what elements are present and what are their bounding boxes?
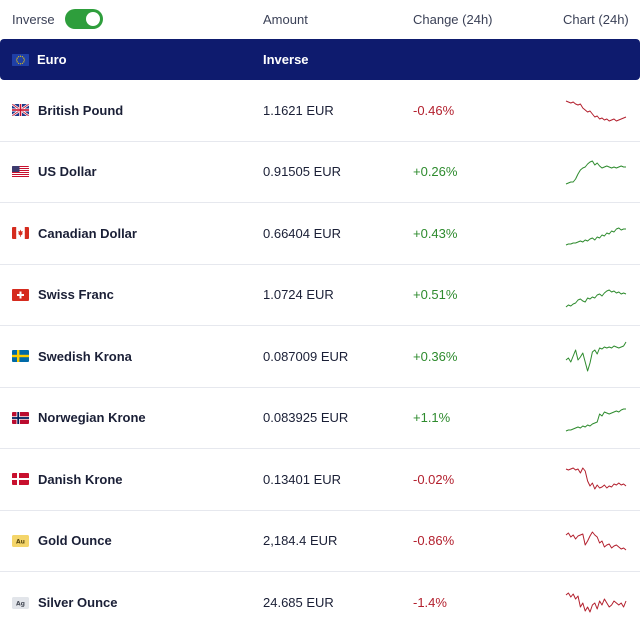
sparkline-chart — [565, 400, 627, 436]
base-mode-label: Inverse — [263, 52, 309, 67]
currency-name-cell: British Pound — [12, 103, 123, 118]
amount-value: 0.13401 EUR — [263, 471, 342, 487]
currency-row[interactable]: US Dollar 0.91505 EUR +0.26% — [0, 142, 640, 203]
sparkline — [565, 160, 626, 185]
us-flag-icon — [12, 165, 29, 178]
amount-value: 0.087009 EUR — [263, 348, 349, 364]
currency-row[interactable]: Swedish Krona 0.087009 EUR +0.36% — [0, 326, 640, 388]
sparkline — [565, 341, 627, 372]
ca-flag-icon — [12, 227, 29, 240]
sparkline-chart — [565, 277, 627, 313]
change-value: +0.26% — [413, 164, 458, 180]
sparkline — [565, 289, 627, 308]
sparkline — [565, 227, 626, 246]
chart-column-header: Chart (24h) — [563, 11, 629, 27]
currency-name: Gold Ounce — [38, 533, 112, 549]
currency-row[interactable]: Canadian Dollar 0.66404 EUR +0.43% — [0, 203, 640, 265]
ag-badge-icon: Ag — [12, 596, 29, 609]
currency-name-cell: Canadian Dollar — [12, 226, 137, 241]
sparkline — [565, 467, 627, 490]
sparkline-chart — [565, 215, 627, 251]
sparkline-chart — [565, 523, 627, 559]
sparkline-chart — [565, 92, 627, 128]
amount-value: 0.91505 EUR — [263, 164, 342, 180]
amount-value: 24.685 EUR — [263, 595, 334, 611]
currency-name: Canadian Dollar — [38, 225, 137, 241]
sparkline — [565, 100, 627, 122]
change-value: -0.86% — [413, 533, 455, 549]
change-value: -0.02% — [413, 471, 455, 487]
amount-value: 0.66404 EUR — [263, 225, 342, 241]
change-value: +0.43% — [413, 225, 458, 241]
uk-flag-icon — [12, 104, 29, 117]
amount-value: 2,184.4 EUR — [263, 533, 338, 549]
inverse-label: Inverse — [12, 11, 55, 27]
change-value: -1.4% — [413, 595, 447, 611]
inverse-toggle[interactable] — [64, 9, 103, 29]
currency-row[interactable]: British Pound 1.1621 EUR -0.46% — [0, 80, 640, 142]
inverse-control: Inverse — [12, 9, 103, 29]
svg-text:Ag: Ag — [16, 600, 25, 607]
currency-row[interactable]: Norwegian Krone 0.083925 EUR +1.1% — [0, 388, 640, 449]
currency-name-cell: Swedish Krona — [12, 349, 132, 364]
au-badge-icon: Au — [12, 534, 29, 547]
currency-name-cell: Danish Krone — [12, 472, 123, 487]
change-value: +0.51% — [413, 287, 458, 303]
ch-flag-icon — [12, 288, 29, 301]
currency-list: British Pound 1.1621 EUR -0.46% US Dollar 0.… — [0, 80, 640, 623]
no-flag-icon — [12, 411, 29, 424]
sparkline-chart — [565, 461, 627, 497]
currency-name-cell: Ag Silver Ounce — [12, 595, 117, 610]
change-value: -0.46% — [413, 102, 455, 118]
base-currency: Euro — [12, 52, 67, 67]
currency-name: Danish Krone — [38, 471, 123, 487]
currency-row[interactable]: Ag Silver Ounce 24.685 EUR -1.4% — [0, 572, 640, 623]
base-currency-label: Euro — [37, 52, 67, 67]
se-flag-icon — [12, 350, 29, 363]
currency-name: Norwegian Krone — [38, 410, 146, 426]
currency-name: Swiss Franc — [38, 287, 114, 303]
svg-text:Au: Au — [16, 538, 25, 545]
base-currency-row[interactable]: Euro Inverse — [0, 39, 640, 80]
currency-row[interactable]: Swiss Franc 1.0724 EUR +0.51% — [0, 265, 640, 326]
currency-name: Silver Ounce — [38, 595, 118, 611]
amount-column-header[interactable]: Amount — [263, 11, 308, 27]
sparkline-chart — [565, 338, 627, 374]
change-value: +1.1% — [413, 410, 451, 426]
currency-name-cell: Au Gold Ounce — [12, 533, 112, 548]
sparkline-chart — [565, 585, 627, 621]
amount-value: 1.1621 EUR — [263, 102, 334, 118]
currency-name: US Dollar — [38, 164, 97, 180]
amount-value: 1.0724 EUR — [263, 287, 334, 303]
currency-name: Swedish Krona — [38, 348, 132, 364]
sparkline — [565, 531, 627, 551]
amount-value: 0.083925 EUR — [263, 410, 349, 426]
sparkline-chart — [565, 154, 627, 190]
dk-flag-icon — [12, 473, 29, 486]
change-value: +0.36% — [413, 348, 458, 364]
currency-row[interactable]: Au Gold Ounce 2,184.4 EUR -0.86% — [0, 511, 640, 572]
currency-name: British Pound — [38, 102, 124, 118]
currency-name-cell: Norwegian Krone — [12, 410, 146, 425]
eu-flag-icon — [12, 53, 29, 66]
currency-name-cell: Swiss Franc — [12, 287, 114, 302]
change-column-header[interactable]: Change (24h) — [413, 11, 493, 27]
currency-row[interactable]: Danish Krone 0.13401 EUR -0.02% — [0, 449, 640, 511]
sparkline — [565, 408, 626, 432]
sparkline — [565, 592, 627, 613]
table-header: Inverse Amount Change (24h) Chart (24h) — [0, 0, 640, 38]
currency-name-cell: US Dollar — [12, 164, 97, 179]
toggle-knob — [85, 12, 100, 26]
